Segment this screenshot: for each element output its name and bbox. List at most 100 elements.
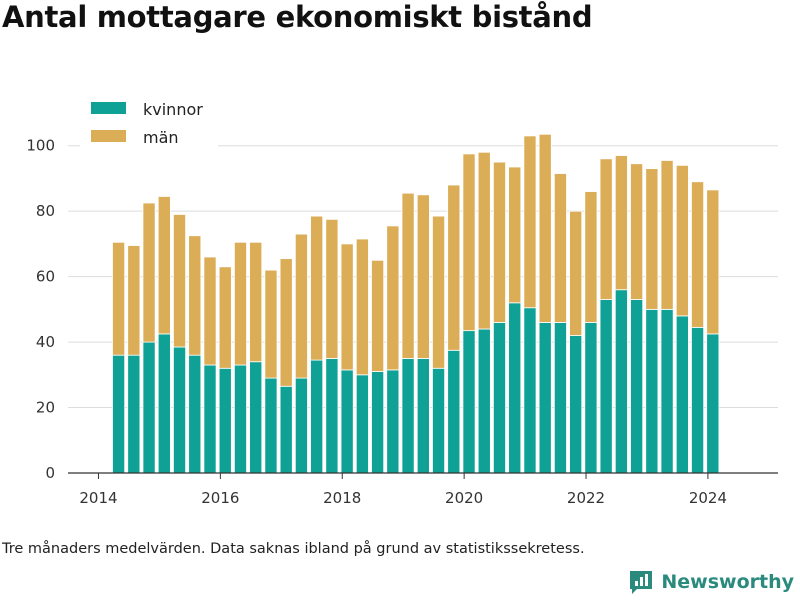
x-tick-label: 2016 bbox=[201, 489, 239, 507]
x-tick-label: 2022 bbox=[567, 489, 605, 507]
bar-segment-man bbox=[416, 194, 430, 359]
bar-segment-man bbox=[584, 191, 598, 323]
legend-label-kvinnor: kvinnor bbox=[143, 100, 203, 119]
brand-name: Newsworthy bbox=[661, 571, 794, 593]
bar-segment-kvinnor bbox=[584, 322, 598, 474]
x-tick-label: 2018 bbox=[323, 489, 361, 507]
bar-segment-kvinnor bbox=[675, 315, 689, 474]
bar-segment-man bbox=[355, 238, 369, 376]
bar-segment-man bbox=[706, 189, 720, 335]
bar-segment-kvinnor bbox=[173, 346, 187, 474]
bar-segment-kvinnor bbox=[477, 328, 491, 474]
bar-segment-man bbox=[462, 153, 476, 332]
bar-segment-kvinnor bbox=[355, 374, 369, 474]
bar-segment-man bbox=[340, 243, 354, 371]
bar-series bbox=[112, 133, 720, 474]
bar-segment-man bbox=[142, 202, 156, 343]
bar-segment-man bbox=[188, 235, 202, 356]
bar-segment-kvinnor bbox=[508, 302, 522, 474]
bar-segment-man bbox=[233, 241, 247, 366]
bar-segment-kvinnor bbox=[218, 367, 232, 474]
bar-segment-man bbox=[675, 164, 689, 317]
bar-segment-kvinnor bbox=[523, 307, 537, 474]
bar-segment-man bbox=[279, 258, 293, 387]
bar-segment-kvinnor bbox=[447, 349, 461, 474]
bar-segment-man bbox=[691, 181, 705, 328]
brand-logo: Newsworthy bbox=[627, 568, 794, 596]
bar-segment-man bbox=[614, 155, 628, 291]
bar-segment-man bbox=[310, 215, 324, 361]
bar-segment-kvinnor bbox=[203, 364, 217, 474]
chart-title: Antal mottagare ekonomiskt bistånd bbox=[2, 0, 593, 34]
legend-swatch-kvinnor bbox=[91, 102, 126, 114]
bar-segment-kvinnor bbox=[416, 358, 430, 474]
x-tick-label: 2024 bbox=[689, 489, 727, 507]
bar-segment-kvinnor bbox=[706, 333, 720, 474]
bar-segment-kvinnor bbox=[660, 308, 674, 474]
bar-segment-kvinnor bbox=[340, 369, 354, 474]
footnote: Tre månaders medelvärden. Data saknas ib… bbox=[2, 541, 585, 557]
bar-segment-kvinnor bbox=[157, 333, 171, 474]
bar-segment-man bbox=[112, 241, 126, 356]
y-tick-label: 60 bbox=[36, 268, 55, 286]
bar-segment-man bbox=[432, 215, 446, 369]
bar-segment-kvinnor bbox=[294, 377, 308, 474]
bar-segment-man bbox=[218, 266, 232, 369]
x-tick-label: 2014 bbox=[79, 489, 117, 507]
bar-segment-kvinnor bbox=[462, 330, 476, 474]
bar-segment-kvinnor bbox=[492, 322, 506, 474]
bar-segment-kvinnor bbox=[112, 354, 126, 474]
y-tick-label: 0 bbox=[45, 464, 55, 482]
bar-segment-man bbox=[249, 241, 263, 363]
bar-segment-kvinnor bbox=[691, 326, 705, 474]
bar-segment-kvinnor bbox=[188, 354, 202, 474]
bar-segment-man bbox=[264, 269, 278, 379]
bar-segment-kvinnor bbox=[142, 341, 156, 474]
bar-segment-kvinnor bbox=[553, 322, 567, 474]
y-tick-label: 40 bbox=[36, 333, 55, 351]
bar-segment-kvinnor bbox=[325, 358, 339, 474]
legend-label-man: män bbox=[143, 128, 179, 147]
bar-segment-kvinnor bbox=[310, 359, 324, 474]
bar-segment-kvinnor bbox=[569, 335, 583, 474]
bar-segment-man bbox=[492, 161, 506, 323]
bar-segment-man bbox=[173, 214, 187, 348]
bar-segment-man bbox=[538, 133, 552, 323]
bar-segment-man bbox=[157, 196, 171, 335]
bar-segment-kvinnor bbox=[630, 299, 644, 474]
bar-segment-kvinnor bbox=[645, 308, 659, 474]
bar-segment-kvinnor bbox=[233, 364, 247, 474]
bar-segment-man bbox=[553, 173, 567, 323]
bar-segment-man bbox=[371, 259, 385, 372]
y-tick-label: 20 bbox=[36, 399, 55, 417]
bar-segment-man bbox=[645, 168, 659, 310]
bar-segment-man bbox=[447, 184, 461, 351]
y-tick-label: 80 bbox=[36, 202, 55, 220]
bar-segment-man bbox=[523, 135, 537, 309]
bar-segment-man bbox=[401, 192, 415, 359]
bar-segment-kvinnor bbox=[614, 289, 628, 474]
bar-segment-man bbox=[508, 166, 522, 304]
bar-segment-kvinnor bbox=[127, 354, 141, 474]
y-tick-label: 100 bbox=[26, 137, 55, 155]
bar-segment-man bbox=[599, 158, 613, 300]
axes: 0 20 40 60 80 100 2014 2016 2018 2020 2022 2024 bbox=[26, 137, 778, 507]
bar-segment-man bbox=[630, 163, 644, 300]
bar-segment-man bbox=[325, 218, 339, 359]
bar-segment-kvinnor bbox=[432, 367, 446, 474]
legend-swatch-man bbox=[91, 130, 126, 142]
bar-segment-kvinnor bbox=[401, 358, 415, 474]
bar-segment-kvinnor bbox=[264, 377, 278, 474]
bar-segment-man bbox=[569, 210, 583, 336]
bar-segment-kvinnor bbox=[386, 369, 400, 474]
bar-segment-kvinnor bbox=[279, 385, 293, 474]
bar-segment-man bbox=[386, 225, 400, 371]
bar-segment-man bbox=[294, 233, 308, 379]
stacked-bar-chart: 0 20 40 60 80 100 2014 2016 2018 2020 2022 2024 kvi… bbox=[26, 92, 778, 507]
bar-segment-kvinnor bbox=[599, 299, 613, 474]
bar-segment-kvinnor bbox=[249, 361, 263, 474]
bar-segment-man bbox=[477, 151, 491, 330]
bar-segment-kvinnor bbox=[371, 371, 385, 474]
bar-segment-man bbox=[660, 160, 674, 310]
legend: kvinnor män bbox=[80, 92, 218, 148]
